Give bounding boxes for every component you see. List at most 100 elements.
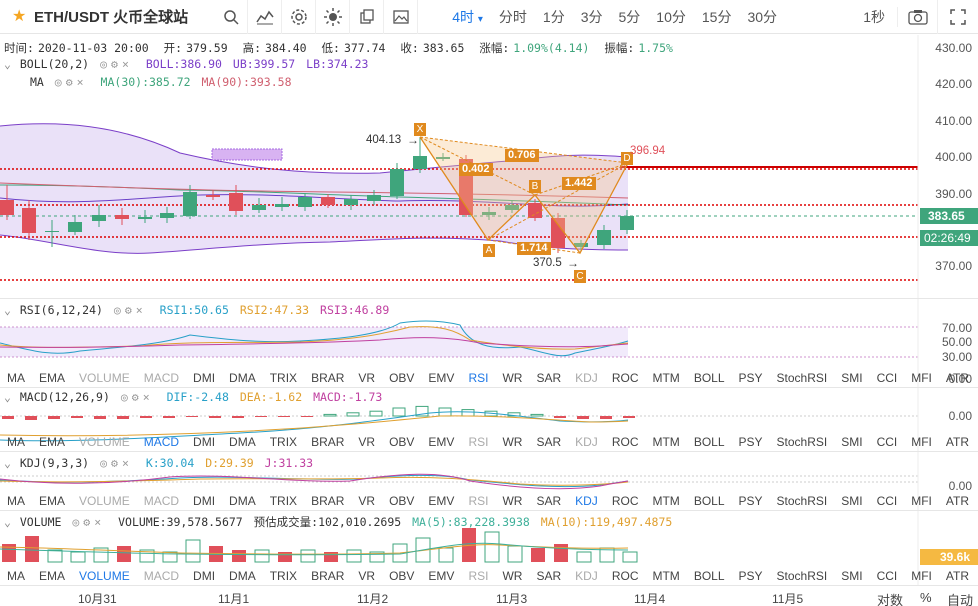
indicator-tab-emv[interactable]: EMV bbox=[428, 569, 455, 583]
indicator-tab-sar[interactable]: SAR bbox=[536, 569, 562, 583]
indicator-tab-volume[interactable]: VOLUME bbox=[79, 435, 130, 449]
indicator-tab-mfi[interactable]: MFI bbox=[911, 569, 932, 583]
chart-canvas[interactable] bbox=[0, 35, 978, 585]
indicator-tab-stochrsi[interactable]: StochRSI bbox=[776, 435, 828, 449]
indicator-tab-macd[interactable]: MACD bbox=[143, 435, 180, 449]
indicator-tab-cci[interactable]: CCI bbox=[876, 371, 898, 385]
indicator-tab-boll[interactable]: BOLL bbox=[693, 494, 725, 508]
indicator-tab-smi[interactable]: SMI bbox=[841, 371, 863, 385]
timeframe-5m[interactable]: 5分 bbox=[618, 8, 641, 25]
indicator-tab-ema[interactable]: EMA bbox=[39, 569, 66, 583]
timeframe-tick[interactable]: 分时 bbox=[498, 8, 527, 25]
pane-divider[interactable] bbox=[0, 510, 978, 511]
pattern-point-x[interactable]: X bbox=[414, 123, 426, 136]
indicator-tab-atr[interactable]: ATR bbox=[945, 494, 970, 508]
favorite-star-icon[interactable]: ★ bbox=[12, 7, 27, 25]
indicator-chart-icon[interactable] bbox=[248, 0, 283, 34]
indicator-tab-brar[interactable]: BRAR bbox=[311, 569, 345, 583]
indicator-tab-mtm[interactable]: MTM bbox=[652, 494, 680, 508]
indicator-tab-boll[interactable]: BOLL bbox=[693, 371, 725, 385]
indicator-tab-ema[interactable]: EMA bbox=[39, 494, 66, 508]
indicator-tab-emv[interactable]: EMV bbox=[428, 371, 455, 385]
indicator-tab-dma[interactable]: DMA bbox=[229, 569, 256, 583]
indicator-tab-atr[interactable]: ATR bbox=[945, 569, 970, 583]
indicator-tab-ma[interactable]: MA bbox=[7, 569, 25, 583]
pane-divider[interactable] bbox=[0, 387, 978, 388]
indicator-tab-roc[interactable]: ROC bbox=[611, 435, 639, 449]
indicator-tab-wr[interactable]: WR bbox=[502, 435, 523, 449]
refresh-interval[interactable]: 1秒 bbox=[855, 7, 898, 27]
pattern-point-b[interactable]: B bbox=[529, 180, 541, 193]
pane-divider[interactable] bbox=[0, 298, 978, 299]
indicator-tab-vr[interactable]: VR bbox=[358, 494, 376, 508]
indicator-tab-psy[interactable]: PSY bbox=[738, 371, 763, 385]
pane-divider[interactable] bbox=[0, 451, 978, 452]
indicator-tab-macd[interactable]: MACD bbox=[143, 371, 180, 385]
indicator-tab-vr[interactable]: VR bbox=[358, 569, 376, 583]
percent-scale-toggle[interactable]: % bbox=[920, 590, 932, 605]
indicator-tab-rsi[interactable]: RSI bbox=[468, 494, 489, 508]
timeframe-10m[interactable]: 10分 bbox=[656, 8, 686, 25]
indicator-tab-kdj[interactable]: KDJ bbox=[575, 371, 598, 385]
indicator-tab-cci[interactable]: CCI bbox=[876, 569, 898, 583]
chart-area[interactable]: 时间: 2020-11-03 20:00 开: 379.59 高: 384.40 低:… bbox=[0, 35, 978, 585]
indicator-tab-dmi[interactable]: DMI bbox=[193, 371, 216, 385]
indicator-tab-cci[interactable]: CCI bbox=[876, 435, 898, 449]
indicator-tab-brar[interactable]: BRAR bbox=[311, 494, 345, 508]
indicator-tab-rsi[interactable]: RSI bbox=[468, 371, 489, 385]
indicator-tab-stochrsi[interactable]: StochRSI bbox=[776, 371, 828, 385]
indicator-tab-psy[interactable]: PSY bbox=[738, 435, 763, 449]
timeframe-3m[interactable]: 3分 bbox=[580, 8, 603, 25]
pattern-point-d[interactable]: D bbox=[621, 152, 633, 165]
copy-icon[interactable] bbox=[350, 0, 385, 34]
indicator-tab-boll[interactable]: BOLL bbox=[693, 435, 725, 449]
image-icon[interactable] bbox=[384, 0, 419, 34]
indicator-tab-rsi[interactable]: RSI bbox=[468, 569, 489, 583]
indicator-tab-smi[interactable]: SMI bbox=[841, 435, 863, 449]
indicator-tab-emv[interactable]: EMV bbox=[428, 494, 455, 508]
indicator-tab-ema[interactable]: EMA bbox=[39, 371, 66, 385]
theme-sun-icon[interactable] bbox=[316, 0, 351, 34]
indicator-tab-ma[interactable]: MA bbox=[7, 371, 25, 385]
fullscreen-icon[interactable] bbox=[938, 0, 978, 34]
indicator-tab-ma[interactable]: MA bbox=[7, 494, 25, 508]
indicator-tab-trix[interactable]: TRIX bbox=[269, 569, 298, 583]
indicator-tab-dma[interactable]: DMA bbox=[229, 494, 256, 508]
indicator-tab-mfi[interactable]: MFI bbox=[911, 494, 932, 508]
indicator-tab-macd[interactable]: MACD bbox=[143, 494, 180, 508]
indicator-tab-wr[interactable]: WR bbox=[502, 569, 523, 583]
indicator-tab-roc[interactable]: ROC bbox=[611, 569, 639, 583]
indicator-tab-trix[interactable]: TRIX bbox=[269, 371, 298, 385]
indicator-tab-sar[interactable]: SAR bbox=[536, 494, 562, 508]
indicator-tab-obv[interactable]: OBV bbox=[389, 569, 415, 583]
indicator-tab-wr[interactable]: WR bbox=[502, 371, 523, 385]
indicator-tab-ema[interactable]: EMA bbox=[39, 435, 66, 449]
indicator-tab-dmi[interactable]: DMI bbox=[193, 435, 216, 449]
indicator-tab-stochrsi[interactable]: StochRSI bbox=[776, 494, 828, 508]
indicator-tab-psy[interactable]: PSY bbox=[738, 494, 763, 508]
indicator-tab-roc[interactable]: ROC bbox=[611, 494, 639, 508]
indicator-tab-obv[interactable]: OBV bbox=[389, 371, 415, 385]
eye-icon[interactable]: ◎ bbox=[100, 57, 107, 71]
indicator-tab-trix[interactable]: TRIX bbox=[269, 435, 298, 449]
indicator-tab-trix[interactable]: TRIX bbox=[269, 494, 298, 508]
indicator-tab-atr[interactable]: ATR bbox=[945, 371, 970, 385]
indicator-tab-mtm[interactable]: MTM bbox=[652, 371, 680, 385]
indicator-tab-atr[interactable]: ATR bbox=[945, 435, 970, 449]
pattern-point-a[interactable]: A bbox=[483, 244, 495, 257]
camera-icon[interactable] bbox=[898, 0, 938, 34]
indicator-tab-vr[interactable]: VR bbox=[358, 435, 376, 449]
indicator-tab-dmi[interactable]: DMI bbox=[193, 569, 216, 583]
indicator-tab-cci[interactable]: CCI bbox=[876, 494, 898, 508]
indicator-tab-wr[interactable]: WR bbox=[502, 494, 523, 508]
indicator-tab-smi[interactable]: SMI bbox=[841, 569, 863, 583]
indicator-tab-mtm[interactable]: MTM bbox=[652, 435, 680, 449]
pattern-point-c[interactable]: C bbox=[574, 270, 586, 283]
timeframe-15m[interactable]: 15分 bbox=[701, 8, 732, 25]
indicator-tab-smi[interactable]: SMI bbox=[841, 494, 863, 508]
timeframe-4h[interactable]: 4时 ▾ bbox=[452, 8, 483, 25]
indicator-tab-dma[interactable]: DMA bbox=[229, 435, 256, 449]
indicator-tab-psy[interactable]: PSY bbox=[738, 569, 763, 583]
auto-scale-toggle[interactable]: 自动 bbox=[947, 593, 974, 606]
indicator-tab-obv[interactable]: OBV bbox=[389, 494, 415, 508]
